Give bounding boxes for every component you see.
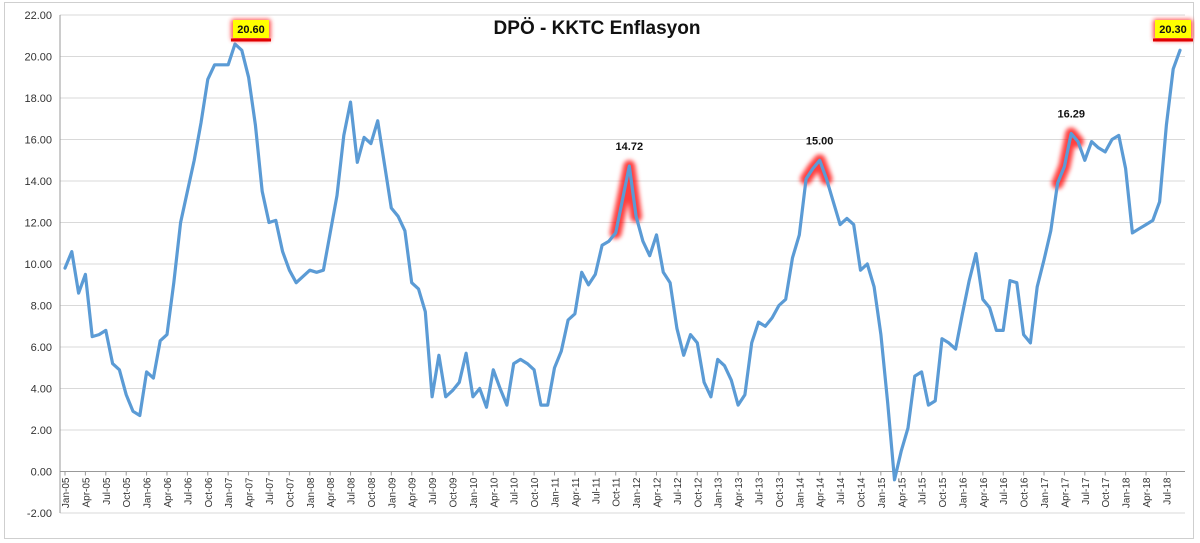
- annotation-box: [232, 20, 269, 38]
- x-tick-label: Apr-17: [1060, 477, 1071, 507]
- x-tick-label: Jul-12: [673, 477, 684, 505]
- x-tick-label: Oct-12: [693, 477, 704, 507]
- y-tick-label: 6.00: [31, 342, 52, 354]
- x-tick-label: Oct-07: [285, 477, 296, 507]
- y-axis-ticks: -2.00 0.00 2.00 4.00 6.00 8.00 10.00 12.00 14.00…: [24, 10, 52, 520]
- x-tick-label: Oct-09: [449, 477, 460, 507]
- chart-title: DPÖ - KKTC Enflasyon: [494, 18, 701, 39]
- x-tick-label: Jul-14: [836, 477, 847, 505]
- x-tick-label: Apr-10: [489, 477, 500, 507]
- x-tick-label: Jan-05: [61, 477, 72, 508]
- x-tick-label: Jul-13: [754, 477, 765, 505]
- x-tick-label: Jul-11: [591, 477, 602, 504]
- y-tick-label: 2.00: [31, 425, 52, 437]
- gridlines: [60, 14, 1185, 514]
- x-tick-label: Jan-09: [387, 477, 398, 508]
- x-tick-label: Oct-14: [856, 477, 867, 507]
- x-tick-label: Jan-11: [551, 477, 562, 507]
- x-tick-label: Jul-08: [347, 477, 358, 505]
- x-tick-label: Oct-13: [775, 477, 786, 507]
- x-tick-label: Jul-06: [183, 477, 194, 505]
- x-tick-label: Jan-12: [632, 477, 643, 508]
- x-tick-label: Jul-05: [102, 477, 113, 505]
- x-tick-label: Jan-16: [958, 477, 969, 508]
- y-tick-label: 10.00: [24, 259, 52, 271]
- x-tick-label: Jan-13: [714, 477, 725, 508]
- x-tick-label: Jan-07: [224, 477, 235, 508]
- x-axis-ticks: Jan-05 Apr-05 Jul-05 Oct-05 Jan-06 Apr-06 Jul-…: [61, 471, 1173, 508]
- x-tick-label: Jan-14: [795, 477, 806, 508]
- chart: -2.00 0.00 2.00 4.00 6.00 8.00 10.00 12.00 14.00…: [24, 10, 1193, 520]
- x-tick-label: Oct-15: [938, 477, 949, 507]
- x-tick-label: Jan-17: [1040, 477, 1051, 508]
- x-tick-label: Jul-17: [1081, 477, 1092, 505]
- x-tick-label: Oct-08: [367, 477, 378, 507]
- series-layer: [63, 42, 1182, 482]
- y-tick-label: 14.00: [24, 176, 52, 188]
- x-tick-label: Oct-05: [122, 477, 133, 507]
- x-tick-label: Oct-06: [204, 477, 215, 507]
- y-tick-label: 22.00: [24, 10, 52, 22]
- annotation-label: 16.29: [1057, 108, 1085, 120]
- x-tick-label: Jan-18: [1122, 477, 1133, 508]
- x-tick-label: Apr-13: [734, 477, 745, 507]
- annotation-box: [1155, 20, 1191, 38]
- x-tick-label: Jan-15: [877, 477, 888, 508]
- annotation-label: 20.30: [1159, 24, 1187, 36]
- x-tick-label: Jul-09: [428, 477, 439, 505]
- x-tick-label: Apr-18: [1142, 477, 1153, 507]
- x-tick-label: Oct-16: [1020, 477, 1031, 507]
- annotation-label: 14.72: [616, 141, 644, 153]
- y-tick-label: 20.00: [24, 52, 52, 64]
- x-tick-label: Apr-06: [163, 477, 174, 507]
- x-tick-label: Jul-07: [265, 477, 276, 505]
- x-tick-label: Jan-08: [306, 477, 317, 508]
- x-tick-label: Apr-05: [81, 477, 92, 507]
- x-tick-label: Apr-15: [897, 477, 908, 507]
- x-tick-label: Jul-16: [999, 477, 1010, 505]
- x-tick-label: Apr-14: [816, 477, 827, 507]
- x-tick-label: Apr-09: [408, 477, 419, 507]
- x-tick-label: Apr-07: [245, 477, 256, 507]
- annotation-label: 15.00: [806, 135, 834, 147]
- x-tick-label: Apr-16: [979, 477, 990, 507]
- y-tick-label: -2.00: [27, 508, 52, 520]
- annotation-label: 20.60: [237, 24, 265, 36]
- x-tick-label: Jan-10: [469, 477, 480, 508]
- x-tick-label: Jul-15: [918, 477, 929, 505]
- series-line: [63, 42, 1182, 482]
- x-tick-label: Apr-11: [571, 477, 582, 507]
- x-tick-label: Oct-11: [612, 477, 623, 507]
- x-tick-label: Jul-18: [1162, 477, 1173, 505]
- x-tick-label: Jul-10: [510, 477, 521, 505]
- x-tick-label: Apr-08: [326, 477, 337, 507]
- y-tick-label: 0.00: [31, 467, 52, 479]
- axes: [59, 15, 1185, 513]
- annotations: 20.60 14.72 15.00 16.29 20.30: [230, 19, 1193, 153]
- x-tick-label: Apr-12: [652, 477, 663, 507]
- y-tick-label: 12.00: [24, 218, 52, 230]
- x-tick-label: Oct-17: [1101, 477, 1112, 507]
- y-tick-label: 4.00: [31, 384, 52, 396]
- chart-frame: -2.00 0.00 2.00 4.00 6.00 8.00 10.00 12.00 14.00…: [4, 2, 1194, 539]
- y-tick-label: 8.00: [31, 301, 52, 313]
- y-tick-label: 18.00: [24, 93, 52, 105]
- y-tick-label: 16.00: [24, 135, 52, 147]
- x-tick-label: Jan-06: [143, 477, 154, 508]
- x-tick-label: Oct-10: [530, 477, 541, 507]
